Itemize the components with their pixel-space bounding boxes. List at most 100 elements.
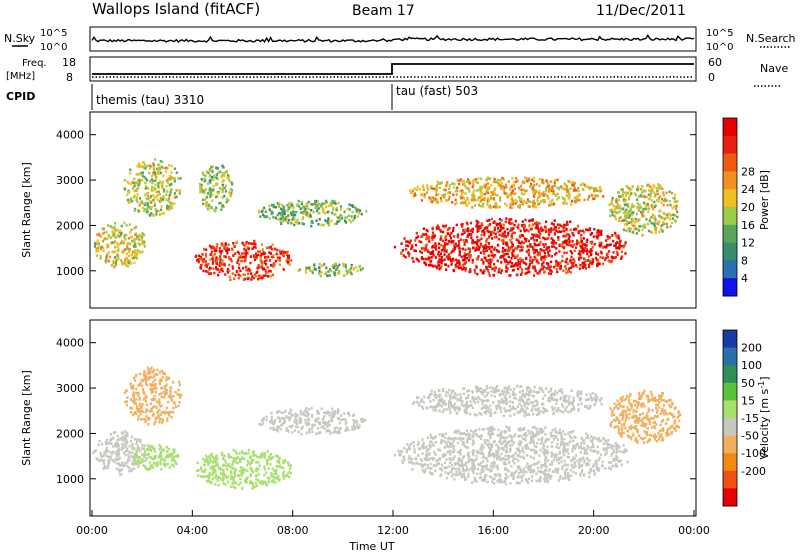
echo-cell-r3 (211, 467, 214, 471)
echo-cell-r6 (608, 236, 611, 239)
echo-cell-r5 (497, 478, 500, 482)
echo-cell-r6 (503, 232, 506, 235)
echo-cell-r8 (664, 197, 667, 201)
echo-cell-r6 (440, 235, 443, 238)
echo-cell-r0 (107, 260, 111, 263)
echo-cell-r6 (411, 256, 414, 260)
echo-cell-r6 (562, 229, 565, 233)
echo-cell-r3 (231, 272, 234, 275)
echo-cell-r4 (338, 269, 341, 273)
echo-cell-r3 (269, 463, 272, 466)
echo-cell-r4 (294, 412, 297, 416)
echo-cell-r1 (152, 380, 155, 384)
echo-cell-r5 (281, 219, 285, 223)
echo-cell-r1 (149, 195, 153, 198)
echo-cell-r8 (666, 213, 669, 217)
echo-cell-r5 (323, 212, 327, 215)
echo-cell-r5 (291, 213, 295, 217)
echo-cell-r3 (218, 476, 221, 479)
echo-cell-r8 (674, 214, 677, 217)
echo-cell-r1 (158, 420, 161, 424)
echo-cell-r3 (275, 472, 278, 476)
echo-cell-r2 (228, 191, 231, 194)
echo-cell-r3 (199, 255, 203, 259)
echo-cell-r7 (466, 180, 469, 183)
echo-cell-r8 (645, 195, 648, 199)
echo-cell-r5 (440, 441, 443, 445)
echo-cell-r4 (306, 418, 309, 421)
echo-cell-r7 (514, 198, 517, 202)
echo-cell-r7 (486, 199, 489, 203)
echo-cell-r7 (571, 181, 574, 184)
echo-cell-r1 (144, 181, 147, 185)
echo-cell-r5 (544, 468, 547, 472)
echo-cell-r6 (458, 250, 461, 254)
echo-cell-r6 (447, 253, 450, 256)
echo-cell-r6 (471, 230, 474, 234)
echo-cell-r3 (245, 240, 248, 244)
echo-cell-r7 (467, 187, 470, 190)
echo-cell-r8 (654, 193, 657, 196)
echo-cell-r0 (122, 261, 125, 265)
echo-cell-r4 (305, 424, 309, 427)
echo-cell-r6 (513, 223, 516, 227)
echo-cell-r2 (211, 165, 214, 168)
echo-cell-r3 (234, 469, 237, 472)
echo-cell-r6 (498, 224, 501, 228)
echo-cell-r3 (220, 267, 223, 271)
echo-cell-r3 (237, 263, 241, 266)
echo-cell-r4 (342, 264, 345, 268)
echo-cell-r6 (525, 256, 528, 260)
echo-cell-r4 (288, 425, 291, 428)
echo-cell-r1 (130, 411, 133, 414)
echo-cell-r3 (275, 252, 278, 256)
echo-cell-r2 (222, 205, 226, 209)
echo-cell-r1 (160, 165, 163, 169)
echo-cell-r1 (166, 166, 169, 170)
echo-cell-r2 (158, 456, 161, 459)
echo-cell-r2 (210, 165, 213, 169)
echo-cell-r6 (533, 251, 536, 255)
echo-cell-r0 (129, 439, 133, 443)
echo-cell-r4 (316, 412, 320, 415)
echo-cell-r3 (265, 471, 268, 474)
echo-cell-r5 (305, 202, 308, 205)
echo-cell-r3 (213, 464, 216, 468)
echo-cell-r4 (364, 418, 367, 422)
echo-cell-r5 (281, 210, 284, 213)
echo-cell-r0 (117, 452, 120, 455)
echo-cell-r8 (666, 225, 669, 229)
echo-cell-r7 (563, 197, 566, 200)
echo-cell-r8 (635, 232, 638, 235)
echo-cell-r6 (445, 268, 448, 271)
echo-cell-r6 (528, 270, 531, 274)
echo-cell-r6 (539, 248, 542, 251)
echo-cell-r5 (289, 206, 292, 209)
echo-cell-r6 (452, 259, 455, 262)
echo-cell-r8 (649, 193, 652, 196)
echo-cell-r3 (253, 258, 256, 261)
echo-cell-r1 (158, 163, 161, 167)
echo-cell-r4 (301, 425, 304, 429)
echo-cell-r7 (570, 203, 573, 206)
echo-cell-r8 (624, 211, 627, 215)
echo-cell-r7 (576, 197, 579, 201)
echo-cell-r1 (141, 171, 144, 175)
echo-cell-r5 (286, 204, 289, 207)
echo-cell-r6 (573, 260, 576, 263)
echo-cell-r1 (157, 415, 160, 419)
echo-cell-r6 (581, 241, 584, 245)
echo-cell-r5 (339, 216, 342, 220)
echo-cell-r8 (615, 200, 618, 203)
echo-cell-r7 (516, 179, 519, 183)
echo-cell-r4 (289, 416, 292, 420)
echo-cell-r8 (618, 210, 621, 213)
echo-cell-r0 (113, 225, 116, 229)
echo-cell-r3 (243, 457, 246, 461)
echo-cell-r7 (483, 193, 486, 196)
echo-cell-r0 (116, 253, 119, 257)
echo-cell-r1 (164, 170, 168, 173)
echo-cell-r6 (474, 241, 477, 244)
echo-cell-r2 (230, 192, 233, 195)
echo-cell-r4 (288, 416, 291, 420)
